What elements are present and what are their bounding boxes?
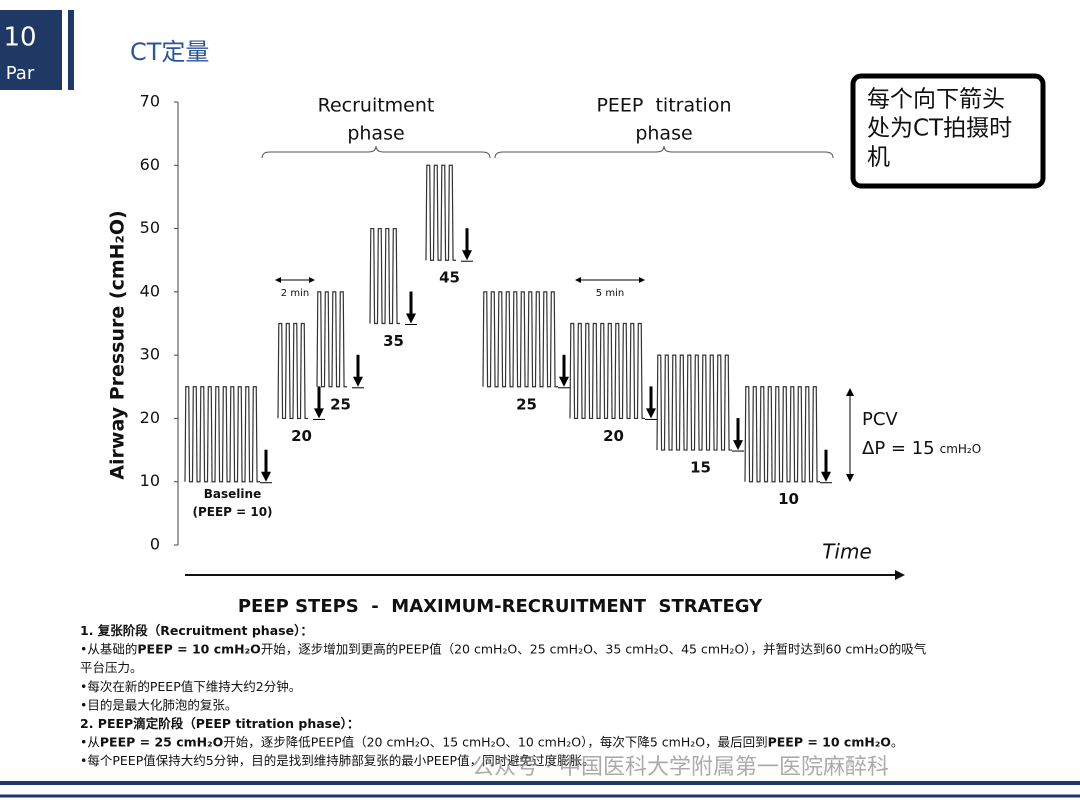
ct-arrow-head xyxy=(462,250,472,261)
step-label: 35 xyxy=(383,332,404,350)
pcv-delta-unit: cmH₂O xyxy=(940,442,982,456)
note-segment: 平台压力。 xyxy=(80,660,143,675)
ct-arrow-head xyxy=(733,440,743,451)
note-segment: •从 xyxy=(80,734,100,749)
note-line: 平台压力。 xyxy=(80,660,143,675)
step-label: 20 xyxy=(291,427,312,445)
step-label: 25 xyxy=(516,395,537,413)
note-line: •从PEEP = 25 cmH₂O开始，逐步降低PEEP值（20 cmH₂O、1… xyxy=(80,734,903,749)
note-line: •目的是最大化肺泡的复张。 xyxy=(80,697,237,712)
y-tick-label: 30 xyxy=(140,345,160,364)
y-axis-label: Airway Pressure (cmH₂O) xyxy=(107,210,129,479)
page-badge xyxy=(0,10,62,90)
callout-text: 每个向下箭头 xyxy=(867,87,1005,113)
pcv-delta-value: ΔP = 15 xyxy=(862,438,935,459)
step-label: 25 xyxy=(330,395,351,413)
ct-arrow-head xyxy=(314,408,324,419)
note-segment: •从基础的 xyxy=(80,641,137,656)
phase-brace xyxy=(261,145,491,159)
x-axis-label: Time xyxy=(822,540,872,564)
step-label: Baseline xyxy=(204,487,261,501)
pressure-waveform xyxy=(277,322,308,420)
callout-box xyxy=(850,73,1046,189)
note-segment: 。 xyxy=(891,734,904,749)
step-label: 15 xyxy=(690,459,711,477)
pressure-waveform xyxy=(316,291,347,388)
note-segment: •每次在新的PEEP值下维持大约2分钟。 xyxy=(80,678,301,693)
y-tick-label: 70 xyxy=(140,92,160,111)
callout-text: 机 xyxy=(867,145,890,171)
pressure-waveform xyxy=(744,386,820,483)
ct-arrow-head xyxy=(559,376,569,387)
y-tick-label: 60 xyxy=(140,155,160,174)
pressure-waveform xyxy=(656,354,732,451)
note-segment: PEEP = 10 cmH₂O xyxy=(137,641,260,656)
page-number: 10 xyxy=(3,23,36,53)
watermark: 公众号 · 中国医科大学附属第一医院麻醉科 xyxy=(472,755,889,780)
y-tick-label: 20 xyxy=(140,408,160,427)
note-segment: 1. 复张阶段（Recruitment phase）： xyxy=(80,623,313,638)
pressure-waveform xyxy=(184,386,260,483)
ct-arrow-head xyxy=(406,313,416,324)
pressure-waveform xyxy=(369,227,400,325)
step-label: 10 xyxy=(778,490,799,508)
phase-label: PEEP titration xyxy=(596,95,731,117)
page-label: Par xyxy=(6,63,35,84)
y-tick-label: 0 xyxy=(150,535,160,554)
ct-arrow-head xyxy=(261,471,271,482)
phase-brace xyxy=(494,145,834,159)
ct-arrow-head xyxy=(821,471,831,482)
slide-title: CT定量 xyxy=(130,38,209,66)
phase-label: phase xyxy=(347,123,404,145)
chart-title: PEEP STEPS - MAXIMUM-RECRUITMENT STRATEG… xyxy=(238,596,763,617)
note-segment: •每个PEEP值保持大约5分钟，目的是找到维持肺部复张的最小PEEP值，同时避免… xyxy=(80,753,595,768)
step-label: 45 xyxy=(439,269,460,287)
title-bar xyxy=(68,10,74,90)
y-tick-label: 50 xyxy=(140,218,160,237)
note-line: •每次在新的PEEP值下维持大约2分钟。 xyxy=(80,678,301,693)
note-line: •每个PEEP值保持大约5分钟，目的是找到维持肺部复张的最小PEEP值，同时避免… xyxy=(80,753,595,768)
step-label: 20 xyxy=(603,427,624,445)
note-segment: •目的是最大化肺泡的复张。 xyxy=(80,697,237,712)
ct-arrow-head xyxy=(646,408,656,419)
note-line: 1. 复张阶段（Recruitment phase）： xyxy=(80,623,313,638)
note-segment: 开始，逐步降低PEEP值（20 cmH₂O、15 cmH₂O、10 cmH₂O）… xyxy=(223,734,767,749)
phase-label: phase xyxy=(635,123,692,145)
pcv-label: PCV xyxy=(862,409,898,430)
note-segment: PEEP = 25 cmH₂O xyxy=(100,734,223,749)
note-line: •从基础的PEEP = 10 cmH₂O开始，逐步增加到更高的PEEP值（20 … xyxy=(80,641,927,656)
note-segment: 2. PEEP滴定阶段（PEEP titration phase）： xyxy=(80,716,359,731)
x-axis-arrow xyxy=(895,570,905,580)
y-tick-label: 10 xyxy=(140,471,160,490)
duration-label: 5 min xyxy=(596,288,624,299)
ct-arrow-head xyxy=(353,376,363,387)
note-segment: 开始，逐步增加到更高的PEEP值（20 cmH₂O、25 cmH₂O、35 cm… xyxy=(261,641,927,656)
callout-text: 处为CT拍摄时 xyxy=(867,116,1012,142)
pressure-waveform xyxy=(425,164,456,261)
duration-label: 2 min xyxy=(281,288,309,299)
step-label: (PEEP = 10) xyxy=(192,505,272,519)
phase-label: Recruitment xyxy=(318,95,435,117)
y-tick-label: 40 xyxy=(140,281,160,300)
pressure-waveform xyxy=(482,291,558,388)
pcv-delta: ΔP = 15 cmH₂O xyxy=(862,438,981,459)
note-line: 2. PEEP滴定阶段（PEEP titration phase）： xyxy=(80,716,359,731)
pressure-waveform xyxy=(569,322,645,420)
note-segment: PEEP = 10 cmH₂O xyxy=(768,734,891,749)
